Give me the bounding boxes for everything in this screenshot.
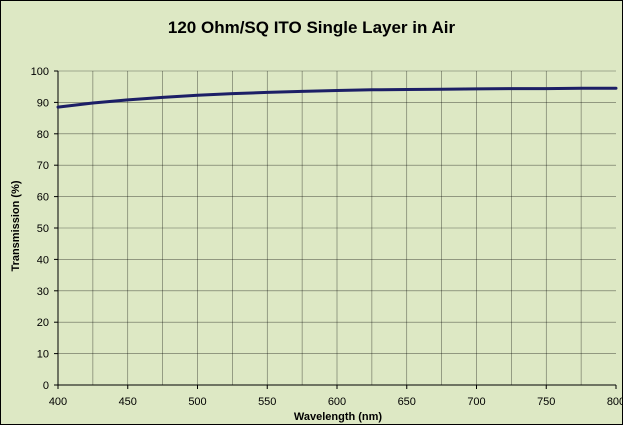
gridlines — [58, 70, 616, 385]
y-tick-label: 20 — [37, 317, 49, 329]
x-tick-label: 400 — [49, 396, 67, 408]
x-tick-label: 750 — [537, 396, 555, 408]
x-tick-label: 700 — [467, 396, 485, 408]
y-tick-label: 80 — [37, 129, 49, 141]
x-tick-label: 600 — [328, 396, 346, 408]
y-tick-label: 50 — [37, 223, 49, 235]
x-tick-label: 550 — [258, 396, 276, 408]
y-tick-label: 90 — [37, 97, 49, 109]
x-axis-title: Wavelength (nm) — [293, 411, 383, 423]
y-axis-title: Transmission (%) — [10, 180, 22, 272]
tick-labels: 0 10 20 30 40 50 60 70 80 90 100 400 450 500 550 600 650… — [31, 66, 623, 408]
y-tick-label: 40 — [37, 254, 49, 266]
chart-title: 120 Ohm/SQ ITO Single Layer in Air — [167, 18, 456, 37]
x-tick-label: 450 — [119, 396, 137, 408]
y-tick-label: 30 — [37, 286, 49, 298]
axes — [54, 70, 617, 389]
y-tick-label: 0 — [43, 380, 49, 392]
series-layer — [56, 86, 618, 109]
x-tick-label: 650 — [398, 396, 416, 408]
y-tick-label: 70 — [37, 160, 49, 172]
x-tick-label: 800 — [607, 396, 623, 408]
y-tick-label: 100 — [31, 66, 49, 78]
y-tick-label: 10 — [37, 349, 49, 361]
y-tick-label: 60 — [37, 192, 49, 204]
transmission-line — [56, 86, 618, 109]
x-tick-label: 500 — [188, 396, 206, 408]
